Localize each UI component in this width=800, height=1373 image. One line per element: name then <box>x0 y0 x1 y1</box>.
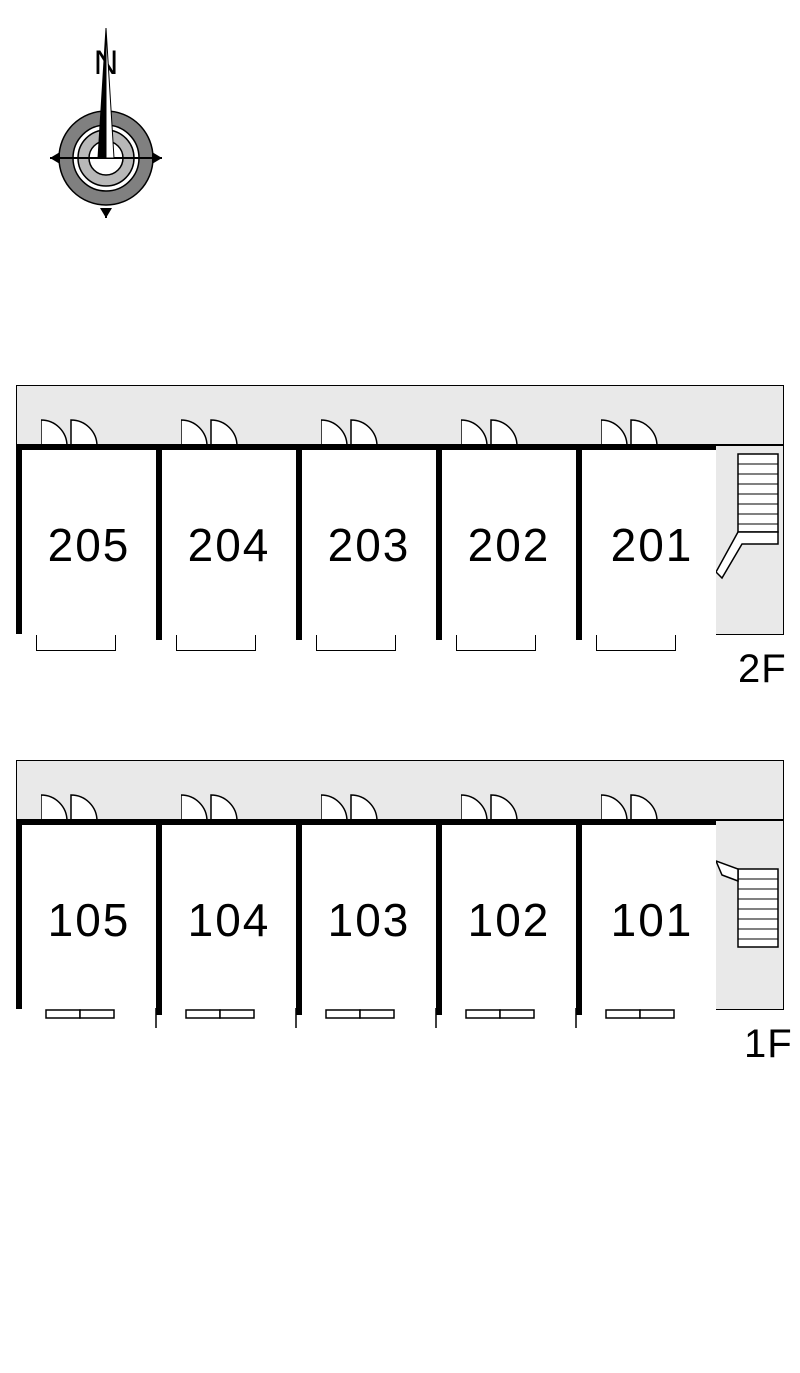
stair-1f <box>716 820 784 1010</box>
room-label: 201 <box>611 518 694 572</box>
window-marker <box>36 635 116 651</box>
corridor-2f <box>16 385 784 445</box>
stair-2f <box>716 445 784 635</box>
compass-svg: N <box>36 18 176 238</box>
door-pair <box>41 789 99 821</box>
door-pair <box>601 789 659 821</box>
room-label: 205 <box>48 518 131 572</box>
room-label: 104 <box>188 893 271 947</box>
compass: N <box>36 18 176 238</box>
rooms-row-2f: 205 204 203 202 201 <box>16 444 716 634</box>
door-pair <box>461 789 519 821</box>
door-pair <box>461 414 519 446</box>
room-204: 204 <box>162 450 302 640</box>
corridor-1f <box>16 760 784 820</box>
room-label: 102 <box>468 893 551 947</box>
rooms-row-1f: 105 104 103 102 101 <box>16 819 716 1009</box>
room-203: 203 <box>302 450 442 640</box>
door-pair <box>181 414 239 446</box>
room-label: 202 <box>468 518 551 572</box>
door-pair <box>321 789 379 821</box>
room-label: 204 <box>188 518 271 572</box>
room-202: 202 <box>442 450 582 640</box>
door-pair <box>321 414 379 446</box>
room-label: 105 <box>48 893 131 947</box>
floor-2f: 205 204 203 202 201 <box>16 385 784 634</box>
floor-label-1f: 1F <box>744 1022 793 1067</box>
compass-w-arrow <box>50 152 60 164</box>
door-pair <box>181 789 239 821</box>
compass-s-arrow <box>100 208 112 218</box>
stair-icon <box>716 821 784 1011</box>
room-103: 103 <box>302 825 442 1015</box>
compass-e-arrow <box>152 152 162 164</box>
room-label: 203 <box>328 518 411 572</box>
room-105: 105 <box>22 825 162 1015</box>
window-markers-1f <box>16 1008 784 1038</box>
window-marker <box>316 635 396 651</box>
floorplan-canvas: N <box>0 0 800 1373</box>
door-pair <box>601 414 659 446</box>
room-label: 101 <box>611 893 694 947</box>
window-marker <box>596 635 676 651</box>
room-label: 103 <box>328 893 411 947</box>
room-201: 201 <box>582 450 722 640</box>
door-pair <box>41 414 99 446</box>
room-102: 102 <box>442 825 582 1015</box>
stair-icon <box>716 446 784 636</box>
room-104: 104 <box>162 825 302 1015</box>
floor-label-2f: 2F <box>738 647 787 692</box>
window-marker <box>456 635 536 651</box>
room-205: 205 <box>22 450 162 640</box>
window-marker <box>176 635 256 651</box>
floor-1f: 105 104 103 102 101 <box>16 760 784 1009</box>
room-101: 101 <box>582 825 722 1015</box>
